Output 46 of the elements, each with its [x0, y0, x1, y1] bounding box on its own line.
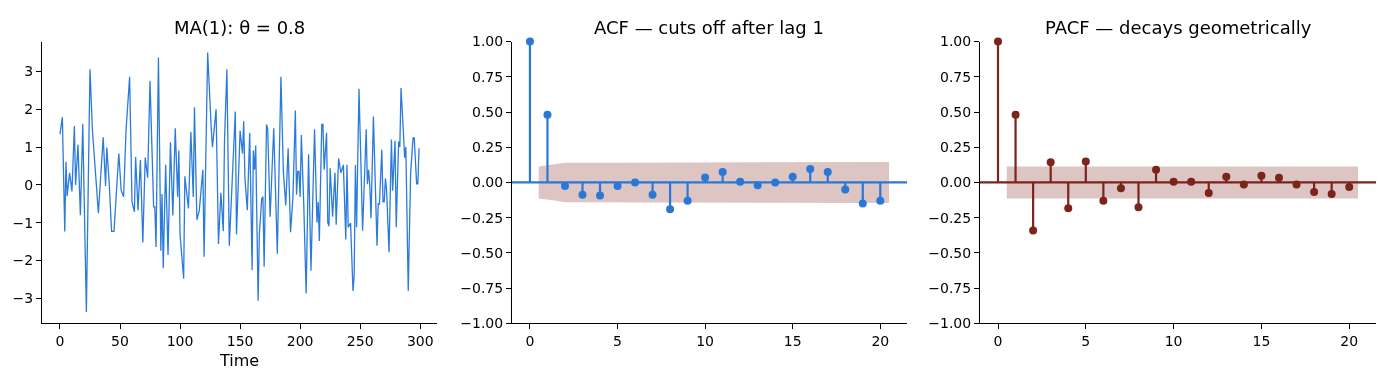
- y-tick-label: 0.25: [940, 139, 972, 156]
- y-tick-label: 3: [24, 63, 34, 80]
- x-tick-label: 250: [346, 333, 374, 350]
- y-tick-label: 0.50: [472, 103, 504, 120]
- y-tick-label: −2: [12, 252, 34, 269]
- y-tick-label: −1.00: [460, 315, 504, 332]
- y-tick-label: 0: [24, 176, 34, 193]
- x-tick-label: 15: [1252, 333, 1271, 350]
- x-tick-label: 0: [525, 333, 535, 350]
- y-tick-label: −3: [12, 290, 34, 307]
- x-tick-label: 0: [55, 333, 65, 350]
- x-tick-label: 15: [783, 333, 802, 350]
- y-tick-label: 0.75: [472, 68, 504, 85]
- y-tick-label: −0.75: [928, 280, 972, 297]
- chart-title: MA(1): θ = 0.8: [174, 17, 306, 38]
- y-tick-label: −1: [12, 214, 34, 231]
- x-tick-label: 20: [1340, 333, 1359, 350]
- y-tick-label: −0.25: [460, 209, 504, 226]
- y-tick-label: −1.00: [928, 315, 972, 332]
- x-tick-label: 0: [993, 333, 1003, 350]
- x-tick-label: 200: [286, 333, 314, 350]
- chart-title: PACF — decays geometrically: [1045, 17, 1312, 38]
- x-tick-label: 5: [1081, 333, 1091, 350]
- y-tick-label: −0.25: [928, 209, 972, 226]
- y-tick-label: 2: [24, 101, 34, 118]
- x-tick-label: 300: [406, 333, 434, 350]
- x-tick-label: 100: [166, 333, 194, 350]
- x-tick-label: 50: [111, 333, 129, 350]
- y-tick-label: 0.25: [472, 139, 504, 156]
- x-tick-label: 5: [613, 333, 622, 350]
- x-tick-label: 150: [226, 333, 254, 350]
- x-axis-title: Time: [218, 350, 260, 370]
- y-tick-label: 1: [24, 139, 34, 155]
- y-tick-label: 0.00: [472, 174, 504, 191]
- y-tick-label: 0.50: [940, 103, 972, 120]
- y-tick-label: 0.00: [940, 174, 972, 191]
- chart-title: ACF — cuts off after lag 1: [594, 17, 824, 38]
- y-tick-label: −0.75: [460, 280, 504, 297]
- x-tick-label: 20: [871, 333, 890, 350]
- x-tick-label: 10: [1164, 333, 1183, 350]
- x-tick-label: 10: [696, 333, 715, 350]
- y-tick-label: 1.00: [472, 33, 504, 50]
- y-tick-label: −0.50: [460, 244, 504, 261]
- y-tick-label: 1.00: [940, 33, 972, 50]
- y-tick-label: −0.50: [928, 244, 972, 261]
- y-tick-label: 0.75: [940, 68, 972, 85]
